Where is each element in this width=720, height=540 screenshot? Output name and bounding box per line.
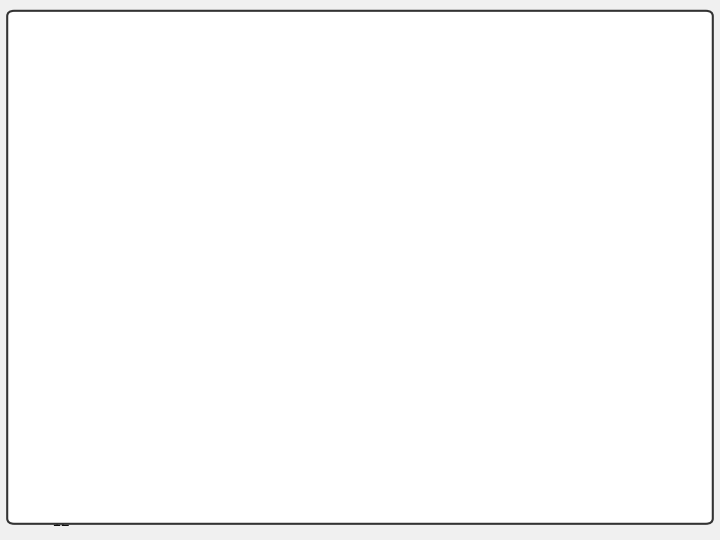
Text: should be selected because it must be regulated
     properly to avoid safety pr: should be selected because it must be re… xyxy=(83,397,703,456)
Text: ☆: ☆ xyxy=(51,397,69,416)
Text: $T_{co}$: $T_{co}$ xyxy=(224,184,239,197)
Text: EXAMPLE 1:  CONTROL OF  CSTR  (Cont'd): EXAMPLE 1: CONTROL OF CSTR (Cont'd) xyxy=(9,44,579,68)
Bar xyxy=(330,195,378,230)
Text: $h$: $h$ xyxy=(366,181,374,193)
Text: 12: 12 xyxy=(51,514,71,529)
Circle shape xyxy=(457,240,470,252)
Text: $C_A$: $C_A$ xyxy=(353,441,374,461)
Text: Selection of controlled variables.: Selection of controlled variables. xyxy=(51,284,424,306)
Text: ☆: ☆ xyxy=(51,336,69,355)
Polygon shape xyxy=(272,195,289,204)
Text: $T, C_A$: $T, C_A$ xyxy=(510,267,532,280)
Text: $F_o$: $F_o$ xyxy=(451,272,462,285)
Text: $T_c, C_{Ai}$: $T_c, C_{Ai}$ xyxy=(495,80,523,93)
Text: $T_c$: $T_c$ xyxy=(390,144,401,157)
Polygon shape xyxy=(507,104,524,112)
Circle shape xyxy=(274,176,287,187)
Text: $T, C_A$: $T, C_A$ xyxy=(343,199,365,212)
Text: $F_c$: $F_c$ xyxy=(256,206,267,219)
Polygon shape xyxy=(455,260,472,268)
Polygon shape xyxy=(455,252,472,260)
Text: $C_A$: $C_A$ xyxy=(71,336,92,356)
Text: (Rule 4).: (Rule 4). xyxy=(375,441,475,459)
Text: $T$: $T$ xyxy=(71,397,85,415)
Text: ☆: ☆ xyxy=(51,472,69,491)
Text: $F_i$: $F_i$ xyxy=(468,71,477,84)
FancyBboxPatch shape xyxy=(328,162,380,232)
Text: must be selected as a controlled output because it is non
     -self-regulating : must be selected as a controlled output … xyxy=(83,472,663,511)
FancyBboxPatch shape xyxy=(66,27,521,86)
Text: should be selected since it directly affects the
     product quality (Rule 3).: should be selected since it directly aff… xyxy=(91,336,580,375)
Polygon shape xyxy=(507,96,524,104)
Polygon shape xyxy=(272,187,289,195)
Circle shape xyxy=(509,84,522,96)
Text: $h$: $h$ xyxy=(71,472,83,490)
